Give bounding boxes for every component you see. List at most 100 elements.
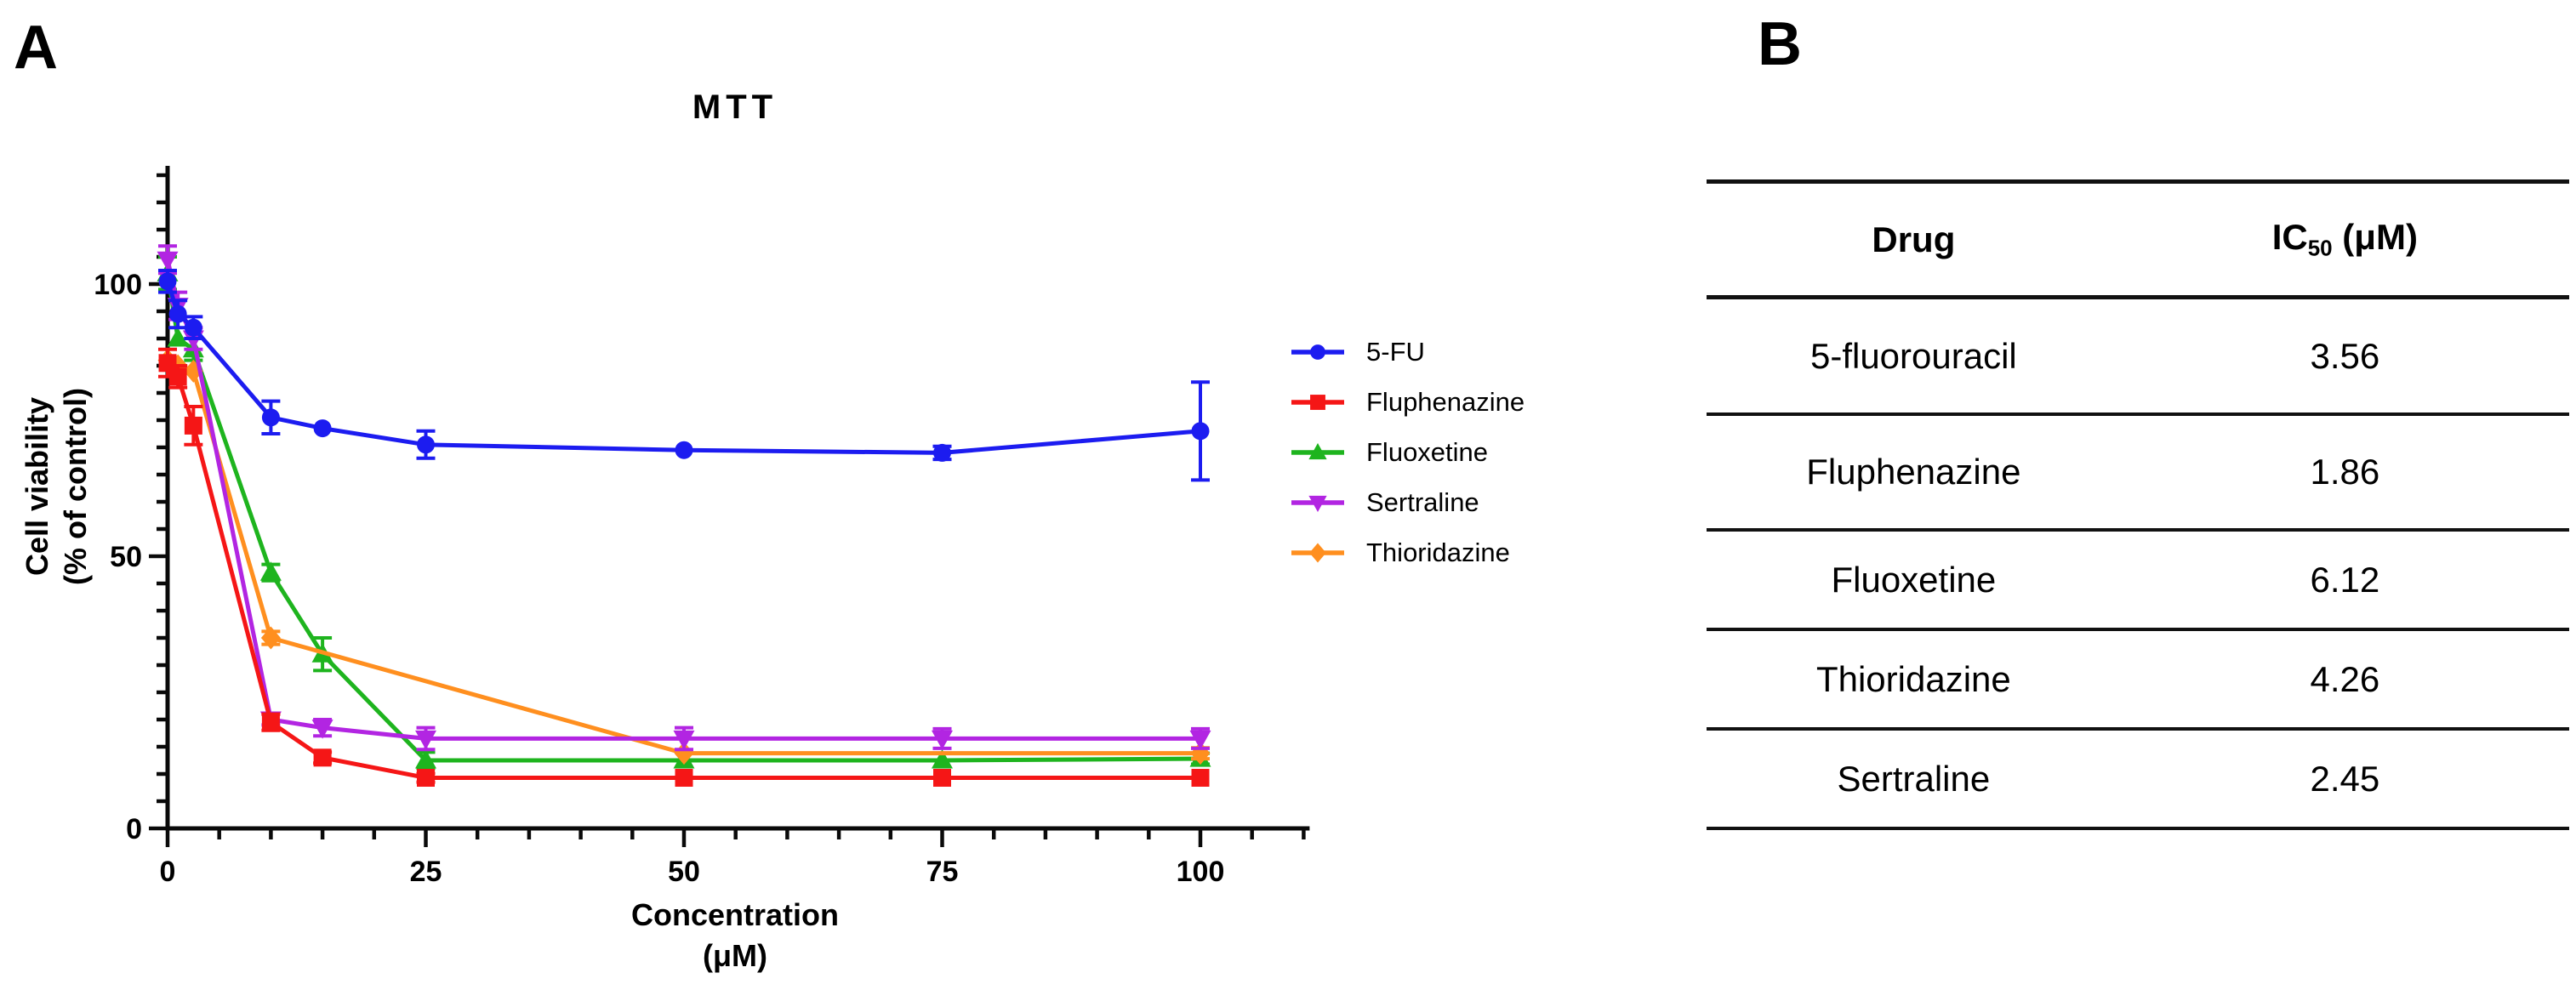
y-axis-title: Cell viability (% of control) bbox=[18, 388, 94, 585]
data-point-circle bbox=[313, 419, 332, 438]
y-tick-label: 0 bbox=[126, 813, 142, 845]
series-fluoxetine bbox=[157, 255, 1211, 771]
legend-item-thioridazine: Thioridazine bbox=[1290, 527, 1525, 578]
ic50-value-cell: 1.86 bbox=[2310, 452, 2380, 492]
data-point-triangle-up bbox=[259, 561, 282, 581]
ic50-table: Drug IC50 (μM) 5-fluorouracil 3.56 Fluphenaz… bbox=[1707, 179, 2569, 830]
ic50-column-header: IC50 (μM) bbox=[2121, 217, 2569, 261]
legend-item-sertraline: Sertraline bbox=[1290, 477, 1525, 527]
legend-item-5-fu: 5-FU bbox=[1290, 327, 1525, 377]
legend-label: Fluphenazine bbox=[1366, 386, 1525, 417]
y-tick-label: 100 bbox=[94, 269, 142, 301]
legend-label: Thioridazine bbox=[1366, 537, 1510, 567]
data-point-diamond bbox=[1309, 543, 1326, 562]
data-point-circle bbox=[1191, 422, 1210, 441]
data-point-circle bbox=[933, 443, 951, 462]
y-axis-title-line2: (% of control) bbox=[58, 388, 93, 585]
data-point-triangle-down bbox=[415, 730, 436, 750]
mtt-line-chart: 0 25 50 75 100 0 50 100 bbox=[94, 166, 1310, 888]
series-thioridazine bbox=[157, 349, 1211, 765]
drug-column-header: Drug bbox=[1872, 219, 1956, 259]
data-point-circle bbox=[158, 272, 177, 291]
table-row-fluoxetine: Fluoxetine 6.12 bbox=[1707, 532, 2569, 631]
triangle-up-swatch-icon bbox=[1291, 442, 1344, 459]
series-sertraline bbox=[157, 244, 1211, 752]
x-tick-label: 0 bbox=[160, 856, 176, 888]
panel-b: B Drug IC50 (μM) 5-fluorouracil 3.56 Fluphen… bbox=[1701, 0, 2576, 990]
x-axis-title: Concentration (μM) bbox=[631, 895, 839, 976]
series-5-fu bbox=[158, 269, 1210, 482]
data-point-triangle-down bbox=[157, 251, 179, 271]
legend-item-fluoxetine: Fluoxetine bbox=[1290, 427, 1525, 477]
data-point-circle bbox=[1310, 344, 1325, 360]
series-fluphenazine bbox=[158, 347, 1210, 787]
data-point-triangle-down bbox=[1189, 730, 1211, 750]
x-tick-label: 100 bbox=[1177, 856, 1225, 888]
ic50-value-cell: 6.12 bbox=[2310, 559, 2380, 600]
table-row-5-fluorouracil: 5-fluorouracil 3.56 bbox=[1707, 299, 2569, 416]
ic50-header-unit: (μM) bbox=[2332, 217, 2418, 258]
x-tick-label: 50 bbox=[668, 856, 700, 888]
chart-title: MTT bbox=[692, 88, 778, 126]
square-swatch-icon bbox=[1291, 394, 1344, 410]
data-point-triangle-up bbox=[932, 749, 953, 769]
legend-label: Sertraline bbox=[1366, 486, 1479, 517]
data-point-circle bbox=[184, 318, 202, 337]
panel-b-label: B bbox=[1758, 10, 1802, 78]
panel-a-label: A bbox=[14, 14, 58, 82]
x-tick-label: 75 bbox=[926, 856, 959, 888]
ic50-value-cell: 3.56 bbox=[2310, 335, 2380, 376]
legend-label: 5-FU bbox=[1366, 336, 1425, 367]
data-point-triangle-up bbox=[415, 749, 436, 769]
y-axis-title-line1: Cell viability bbox=[20, 396, 54, 577]
ic50-value-cell: 2.45 bbox=[2310, 758, 2380, 799]
table-row-thioridazine: Thioridazine 4.26 bbox=[1707, 631, 2569, 731]
legend-label: Fluoxetine bbox=[1366, 436, 1489, 467]
circle-swatch-icon bbox=[1291, 344, 1344, 360]
table-row-fluphenazine: Fluphenazine 1.86 bbox=[1707, 416, 2569, 532]
data-point-square bbox=[313, 748, 332, 767]
panel-a: A MTT 0 25 50 75 100 0 50 100 Cell viability (%… bbox=[14, 14, 1525, 976]
x-tick-label: 25 bbox=[410, 856, 442, 888]
data-point-triangle-down bbox=[1308, 495, 1327, 512]
drug-name-cell: Sertraline bbox=[1837, 758, 1991, 799]
series-line bbox=[166, 358, 1200, 756]
table-row-sertraline: Sertraline 2.45 bbox=[1707, 731, 2569, 830]
y-tick-label: 50 bbox=[110, 541, 142, 573]
data-point-square bbox=[1191, 768, 1210, 787]
legend-item-fluphenazine: Fluphenazine bbox=[1290, 377, 1525, 427]
data-point-triangle-down bbox=[673, 730, 695, 750]
data-point-square bbox=[1310, 394, 1325, 410]
drug-name-cell: Fluphenazine bbox=[1806, 452, 2021, 492]
drug-name-cell: 5-fluorouracil bbox=[1809, 335, 2017, 376]
data-point-square bbox=[261, 713, 280, 731]
diamond-swatch-icon bbox=[1291, 543, 1344, 562]
data-point-square bbox=[933, 768, 951, 787]
data-point-square bbox=[675, 768, 693, 787]
drug-name-cell: Fluoxetine bbox=[1831, 559, 1997, 600]
data-point-triangle-up bbox=[167, 327, 189, 347]
data-point-circle bbox=[261, 408, 280, 427]
data-point-square bbox=[417, 768, 435, 787]
axes: 0 25 50 75 100 0 50 100 bbox=[94, 166, 1310, 888]
data-point-diamond bbox=[674, 742, 694, 765]
ic50-value-cell: 4.26 bbox=[2310, 658, 2380, 699]
chart-legend: 5-FU Fluphenazine Fluoxetine Sertraline Thio… bbox=[1290, 327, 1525, 578]
x-axis-title-unit: (μM) bbox=[702, 938, 767, 973]
data-point-triangle-down bbox=[311, 720, 333, 739]
data-point-triangle-up bbox=[1308, 442, 1327, 459]
ic50-header-subscript: 50 bbox=[2307, 235, 2333, 261]
data-point-circle bbox=[675, 441, 693, 459]
table-header-row: Drug IC50 (μM) bbox=[1707, 184, 2569, 299]
series-line bbox=[165, 272, 1201, 763]
data-point-triangle-down bbox=[932, 730, 953, 750]
drug-name-cell: Thioridazine bbox=[1815, 658, 2011, 699]
triangle-down-swatch-icon bbox=[1291, 495, 1344, 512]
data-point-circle bbox=[168, 304, 187, 323]
data-point-diamond bbox=[260, 626, 281, 650]
data-point-square bbox=[158, 354, 177, 373]
data-point-circle bbox=[417, 435, 435, 454]
x-axis-title-line1: Concentration bbox=[630, 897, 840, 932]
data-point-square bbox=[184, 416, 202, 435]
